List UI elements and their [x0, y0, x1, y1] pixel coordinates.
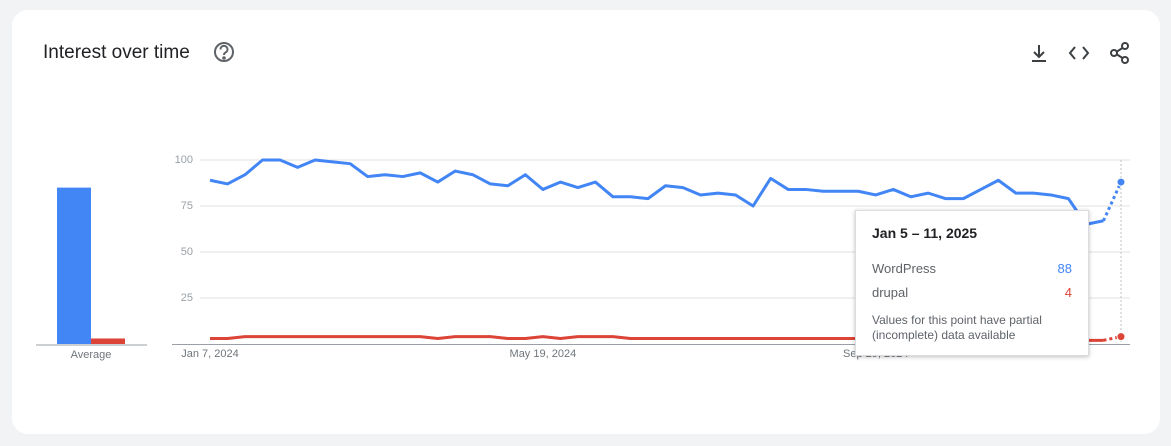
tooltip-value: 4: [1064, 285, 1072, 300]
y-tick-label: 100: [175, 154, 193, 166]
embed-icon[interactable]: [1068, 46, 1090, 60]
hover-point: [1116, 177, 1126, 187]
partial-segment: [1102, 181, 1123, 222]
average-bar: [91, 338, 125, 344]
tooltip-row: drupal 4: [872, 281, 1072, 305]
tooltip-series: WordPress: [872, 261, 937, 276]
tooltip-value: 88: [1057, 261, 1072, 276]
y-tick-label: 50: [181, 246, 193, 258]
tooltip-series: drupal: [872, 285, 909, 300]
download-icon[interactable]: [1032, 45, 1046, 62]
tooltip: Jan 5 – 11, 2025 WordPress 88 drupal 4 Val…: [855, 210, 1089, 356]
share-icon[interactable]: [1110, 42, 1129, 64]
help-icon[interactable]: [214, 42, 234, 62]
series-line: [209, 158, 1104, 226]
average-label: Average: [71, 349, 112, 361]
tooltip-row: WordPress 88: [872, 257, 1072, 281]
hover-point: [1116, 332, 1126, 342]
tooltip-title: Jan 5 – 11, 2025: [872, 225, 978, 241]
y-tick-label: 75: [181, 200, 193, 212]
title: Interest over time: [43, 42, 190, 63]
tooltip-note: Values for this point have partial (inco…: [872, 313, 1042, 342]
x-tick-label: Jan 7, 2024: [181, 348, 239, 360]
x-tick-label: May 19, 2024: [510, 348, 577, 360]
average-bar: [57, 187, 91, 344]
y-tick-label: 25: [181, 292, 193, 304]
